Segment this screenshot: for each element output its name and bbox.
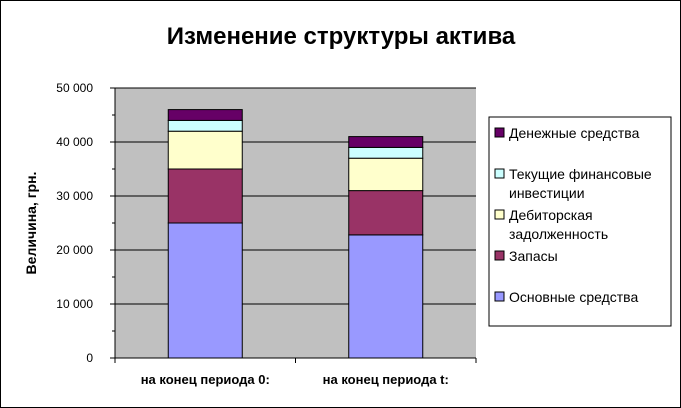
y-tick-label-5: 50 000 xyxy=(56,81,93,95)
y-tick-label-0: 0 xyxy=(86,351,93,365)
y-axis-label: Величина, грн. xyxy=(23,172,39,275)
chart-title: Изменение структуры актива xyxy=(167,23,516,50)
legend-swatch-4 xyxy=(494,291,505,302)
legend-label-2-0: Дебиторская xyxy=(509,207,593,223)
legend-label-2-1: задолженность xyxy=(509,226,608,242)
bars xyxy=(167,109,424,359)
x-tick-label-0: на конец периода 0: xyxy=(141,372,270,387)
bar-segment-0-3 xyxy=(167,119,243,132)
legend: Денежные средства Текущие финансовые инвес… xyxy=(488,116,672,327)
legend-swatch-2 xyxy=(494,209,505,220)
x-tick-label-1: на конец периода t: xyxy=(323,372,449,387)
bar-segment-1-1 xyxy=(348,190,424,236)
legend-swatch-1 xyxy=(494,168,505,179)
y-tick-label-1: 10 000 xyxy=(56,297,93,311)
legend-box xyxy=(488,116,672,327)
legend-label-3-0: Запасы xyxy=(509,248,558,264)
y-tick-label-3: 30 000 xyxy=(56,189,93,203)
axes xyxy=(110,87,477,363)
bar-segment-0-4 xyxy=(167,109,243,121)
bar-segment-1-3 xyxy=(348,146,424,159)
bar-segment-1-4 xyxy=(348,136,424,148)
legend-label-4-0: Основные средства xyxy=(509,289,638,305)
legend-swatch-3 xyxy=(494,250,505,261)
x-tick-labels: на конец периода 0: на конец периода t: xyxy=(141,372,449,387)
legend-label-0-0: Денежные средства xyxy=(509,125,640,141)
legend-swatch-0 xyxy=(494,127,505,138)
y-tick-labels: 0 10 000 20 000 30 000 40 000 50 000 xyxy=(56,81,93,365)
legend-label-1-1: инвестиции xyxy=(509,185,585,201)
legend-label-1-0: Текущие финансовые xyxy=(509,166,652,182)
bar-segment-1-0 xyxy=(348,234,424,359)
bar-segment-0-0 xyxy=(167,222,243,359)
bar-segment-0-2 xyxy=(167,130,243,170)
bar-segment-0-1 xyxy=(167,168,243,224)
bar-segment-1-2 xyxy=(348,157,424,192)
y-tick-label-2: 20 000 xyxy=(56,243,93,257)
y-tick-label-4: 40 000 xyxy=(56,135,93,149)
